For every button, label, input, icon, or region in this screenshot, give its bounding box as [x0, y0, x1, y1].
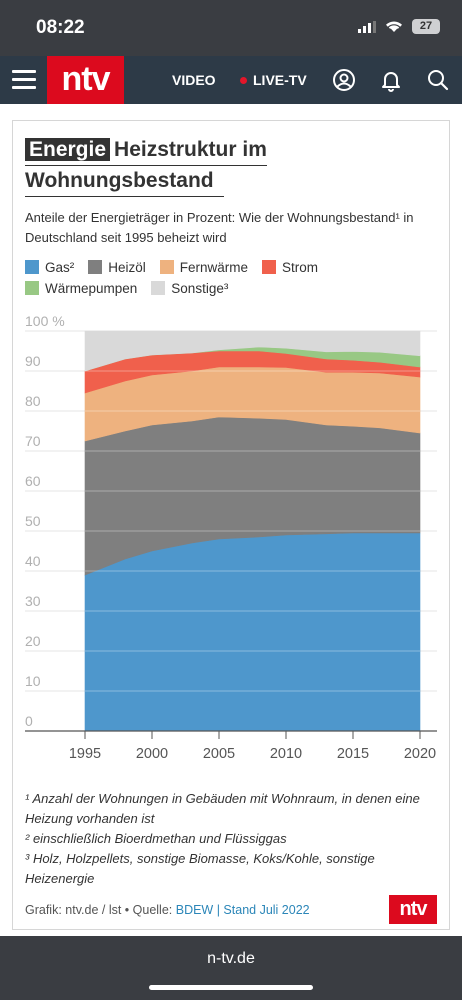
legend-label: Sonstige³ — [171, 280, 229, 296]
url-bar[interactable]: n-tv.de — [207, 950, 255, 967]
y-tick-label: 30 — [25, 593, 41, 609]
legend-item: Wärmepumpen — [25, 281, 137, 296]
title-line-1: Energie Heizstruktur im — [25, 135, 267, 166]
legend-swatch — [88, 260, 103, 274]
legend-row: Wärmepumpen Sonstige³ — [25, 279, 445, 297]
live-tv-label: LIVE-TV — [253, 72, 307, 88]
source-line: Grafik: ntv.de / lst • Quelle: BDEW | St… — [25, 903, 310, 917]
y-tick-label: 10 — [25, 673, 41, 689]
area-chart: 0 10 20 30 40 50 60 70 80 90 100 % 1995 2000 2005 2010… — [25, 313, 437, 762]
chart-title: Energie Heizstruktur im Wohnungsbestand — [25, 135, 325, 197]
menu-icon[interactable] — [12, 70, 36, 90]
home-indicator[interactable] — [149, 985, 313, 990]
ntv-small-logo: ntv — [389, 895, 437, 924]
legend-label: Heizöl — [108, 259, 146, 275]
footnote-3: ³ Holz, Holzpellets, sonstige Biomasse, … — [25, 851, 375, 886]
y-tick-label: 0 — [25, 713, 33, 729]
legend-swatch — [151, 281, 166, 295]
chart-subtitle: Anteile der Energieträger in Prozent: Wi… — [25, 210, 414, 245]
title-text-1: Heizstruktur im — [114, 138, 267, 161]
y-tick-label: 90 — [25, 353, 41, 369]
x-tick-label: 2015 — [337, 746, 369, 762]
status-bar: 08:22 27 — [0, 0, 462, 56]
x-tick-label: 1995 — [69, 746, 101, 762]
wifi-icon — [386, 21, 402, 32]
x-tick-label: 2010 — [270, 746, 302, 762]
x-tick-label: 2005 — [203, 746, 235, 762]
source-link[interactable]: BDEW | Stand Juli 2022 — [175, 903, 310, 917]
legend-item: Gas² — [25, 260, 74, 275]
legend-item: Sonstige³ — [151, 281, 228, 296]
x-tick-label: 2020 — [404, 746, 436, 762]
user-icon[interactable] — [332, 68, 356, 92]
footnotes: ¹ Anzahl der Wohnungen in Gebäuden mit W… — [25, 789, 440, 889]
y-tick-label: 40 — [25, 553, 41, 569]
ntv-logo[interactable]: ntv — [47, 56, 124, 104]
legend-swatch — [159, 260, 174, 274]
y-tick-label: 80 — [25, 393, 41, 409]
signal-icon — [358, 20, 376, 33]
legend-label: Strom — [282, 259, 319, 275]
live-dot-icon — [240, 76, 247, 84]
legend-item: Strom — [262, 260, 318, 275]
article-content: Energie Heizstruktur im Wohnungsbestand A… — [0, 104, 462, 936]
nav-video-link[interactable]: VIDEO — [172, 72, 216, 88]
legend-swatch — [25, 260, 39, 274]
legend-item: Fernwärme — [159, 259, 249, 275]
legend-label: Gas² — [45, 259, 75, 275]
status-icons: 27 — [358, 19, 440, 34]
y-tick-label: 70 — [25, 433, 41, 449]
source-prefix: Grafik: ntv.de / lst • Quelle: — [25, 903, 176, 917]
y-tick-label: 20 — [25, 633, 41, 649]
legend-swatch — [262, 260, 277, 274]
top-navbar: ntv VIDEO LIVE-TV — [0, 56, 462, 104]
chart-card: Energie Heizstruktur im Wohnungsbestand A… — [12, 120, 450, 930]
y-tick-label: 60 — [25, 473, 41, 489]
nav-live-tv-link[interactable]: LIVE-TV — [240, 72, 307, 88]
legend-label: Fernwärme — [179, 259, 249, 275]
browser-bottom-bar: n-tv.de — [0, 936, 462, 1000]
chart-legend: Gas² Heizöl Fernwärme Strom Wärmepumpen Sonst… — [25, 258, 445, 300]
y-tick-label: 50 — [25, 513, 41, 529]
battery-icon: 27 — [412, 19, 440, 34]
search-icon[interactable] — [426, 68, 450, 92]
category-tag: Energie — [25, 138, 111, 161]
area-series — [84, 532, 421, 732]
legend-item: Heizöl — [88, 260, 146, 275]
legend-swatch — [25, 281, 39, 295]
legend-label: Wärmepumpen — [45, 280, 138, 296]
clock: 08:22 — [36, 17, 85, 38]
footnote-1: ¹ Anzahl der Wohnungen in Gebäuden mit W… — [25, 791, 420, 826]
x-tick-label: 2000 — [136, 746, 168, 762]
footnote-2: ² einschließlich Bioerdmethan und Flüssi… — [25, 831, 287, 846]
bell-icon[interactable] — [379, 68, 403, 92]
legend-row: Gas² Heizöl Fernwärme Strom — [25, 258, 445, 276]
title-line-2: Wohnungsbestand — [25, 166, 224, 197]
area-series — [84, 330, 421, 372]
y-tick-label: 100 % — [25, 313, 65, 329]
